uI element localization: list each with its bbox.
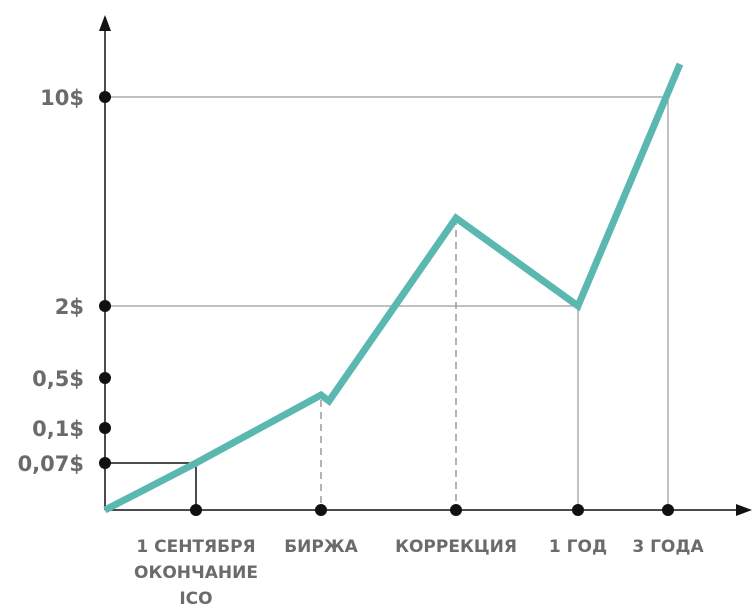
x-category-label-line: ОКОНЧАНИЕ [134,563,258,583]
x-tick-dot [662,504,674,516]
y-tick-label: 0,1$ [32,417,84,441]
x-tick-dot [315,504,327,516]
y-tick-dot [99,91,111,103]
y-tick-label: 2$ [55,295,84,319]
x-category-label: 1 СЕНТЯБРЯ ОКОНЧАНИЕ ICO [134,537,258,609]
x-category-label: 1 ГОД [549,537,607,557]
x-category-label: КОРРЕКЦИЯ [395,537,517,557]
y-tick-dot [99,300,111,312]
x-category-label: 3 ГОДА [632,537,704,557]
x-category-label-line: 1 СЕНТЯБРЯ [136,537,255,557]
x-category-label-line: ICO [179,589,212,609]
y-tick-dot [99,422,111,434]
x-category-label-line: БИРЖА [284,537,358,557]
x-tick-dot [190,504,202,516]
price-line [103,62,684,514]
y-tick-labels: 0,07$ 0,1$ 0,5$ 2$ 10$ [18,86,84,476]
y-tick-label: 10$ [40,86,84,110]
y-tick-label: 0,5$ [32,367,84,391]
x-axis-arrow-icon [736,504,752,516]
guide-lines [105,96,669,510]
x-tick-dot [572,504,584,516]
y-tick-label: 0,07$ [18,452,84,476]
y-tick-dot [99,372,111,384]
y-axis-arrow-icon [99,15,111,31]
x-category-label: БИРЖА [284,537,358,557]
x-category-labels: 1 СЕНТЯБРЯ ОКОНЧАНИЕ ICO БИРЖА КОРРЕКЦИЯ 1 ГО… [134,537,705,609]
price-series-line [103,62,684,514]
x-category-label-line: 1 ГОД [549,537,607,557]
axis-markers [99,91,674,516]
x-category-label-line: КОРРЕКЦИЯ [395,537,517,557]
x-category-label-line: 3 ГОДА [632,537,704,557]
x-tick-dot [450,504,462,516]
y-tick-dot [99,457,111,469]
